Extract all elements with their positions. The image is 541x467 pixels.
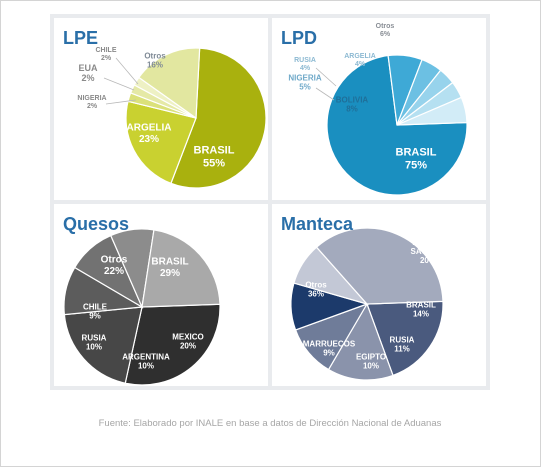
panel-manteca: ARABIA SAUDITA 20% BRASIL 14% RUSIA 11% EGIPTO 1… (272, 204, 486, 386)
pie-slice-otros (315, 227, 444, 305)
pie-chart-quesos: BRASIL 29% MEXICO 20%ARGENTINA 10% RUSIA 10% CH… (63, 214, 221, 386)
pie-chart-lpe: BRASIL 55% ARGELIA 23% NIGERIA 2% EUA 2%CHILE 2%… (63, 28, 267, 189)
slice-label-bolivia: BOLIVIA 8% (336, 95, 369, 113)
pie-slice-otros (141, 229, 221, 308)
pie-slice-arabia-saudita (366, 300, 444, 377)
slice-label-argelia: ARGELIA 23% (127, 122, 172, 145)
slice-label-nigeria: NIGERIA 5% (288, 73, 322, 91)
slice-label-argentina: ARGENTINA 10% (122, 352, 170, 370)
slice-label-nigeria: NIGERIA 2% (77, 95, 106, 110)
leader-line (105, 99, 137, 105)
pie-slice-brasil (327, 302, 394, 381)
slice-label-chile: CHILE 9% (83, 302, 108, 320)
chart-title-quesos: Quesos (63, 214, 129, 234)
slice-label-otros: Otros 36% (305, 280, 327, 298)
slice-label-brasil: BRASIL 29% (151, 256, 188, 279)
slice-label-mexico: MEXICO 20% (172, 332, 204, 350)
chart-title-lpe: LPE (63, 28, 98, 48)
pie-slice-argelia (125, 100, 197, 185)
slice-label-otros: Otros 16% (144, 51, 166, 69)
slice-label-marruecos: MARRUECOS 9% (303, 339, 356, 357)
chart-grid: BRASIL 55% ARGELIA 23% NIGERIA 2% EUA 2% CHILE 2%… (50, 14, 490, 390)
slice-label-rusia: RUSIA 11% (390, 335, 415, 353)
pie-chart-lpd: BRASIL 75% BOLIVIA 8% NIGERIA 5%RUSIA 4% ARGELI… (281, 23, 468, 196)
pie-slice-brasil (124, 303, 221, 386)
slice-label-otros: Otros 22% (101, 254, 128, 277)
chart-title-lpd: LPD (281, 28, 317, 48)
source-footnote: Fuente: Elaborado por INALE en base a da… (98, 418, 442, 429)
slice-label-arabia-saudita: ARABIA SAUDITA 20% (411, 238, 446, 265)
slice-label-brasil: BRASIL 14% (406, 300, 436, 318)
panel-quesos: BRASIL 29% MEXICO 20% ARGENTINA 10% RUSIA 10% CH… (54, 204, 268, 386)
slice-label-otros: Otros 6% (376, 23, 395, 38)
panel-lpe: BRASIL 55% ARGELIA 23% NIGERIA 2% EUA 2% CHILE 2%… (54, 18, 268, 200)
slice-label-rusia: RUSIA 10% (82, 333, 107, 351)
slice-label-eua: EUA 2% (78, 63, 98, 83)
slice-label-argelia: ARGELIA 4% (344, 53, 376, 68)
slice-label-brasil: BRASIL 55% (194, 145, 235, 170)
slice-label-chile: CHILE 2% (96, 47, 117, 62)
slice-label-rusia: RUSIA 4% (294, 57, 316, 72)
slice-label-brasil: BRASIL 75% (396, 147, 437, 172)
leader-line (115, 57, 139, 85)
leader-line (315, 87, 335, 101)
pie-slice-mexico (63, 306, 143, 384)
leader-line (315, 67, 337, 87)
pie-slice-otros (396, 96, 468, 126)
leader-line (103, 77, 135, 91)
panel-lpd: BRASIL 75% BOLIVIA 8% NIGERIA 5% RUSIA 4% ARGELI… (272, 18, 486, 200)
chart-title-manteca: Manteca (281, 214, 354, 234)
pie-slice-brasil (170, 47, 267, 189)
slice-label-egipto: EGIPTO 10% (356, 352, 386, 370)
pie-slice-otros (138, 47, 201, 120)
pie-chart-manteca: ARABIA SAUDITA 20% BRASIL 14% RUSIA 11%EGIPTO 1… (281, 214, 446, 381)
